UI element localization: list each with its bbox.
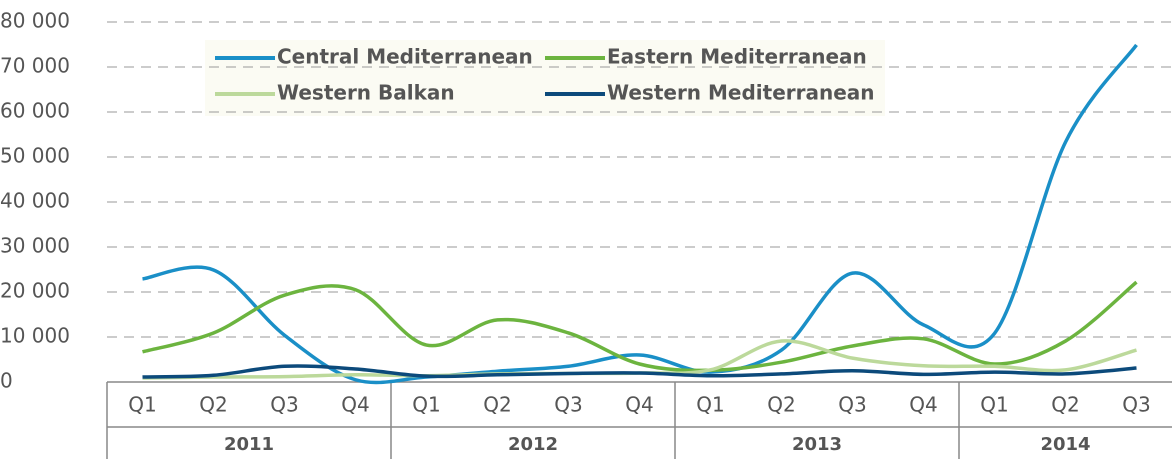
y-tick-label: 60 000 [0,99,70,123]
y-tick-label: 70 000 [0,54,70,78]
legend-label: Western Mediterranean [607,81,875,105]
series-line [142,43,1138,385]
x-tick-label: Q1 [412,393,440,417]
x-tick-label: Q4 [341,393,369,417]
y-tick-label: 30 000 [0,234,70,258]
series-line [142,364,1137,379]
x-tick-label: Q1 [128,393,156,417]
x-tick-label: Q3 [554,393,582,417]
x-tick-label: Q3 [838,393,866,417]
x-tick-label: Q2 [483,393,511,417]
x-tick-label: Q1 [980,393,1008,417]
group-label: 2011 [224,434,274,455]
y-tick-label: 10 000 [0,324,70,348]
legend-label: Western Balkan [277,81,455,105]
legend-label: Eastern Mediterranean [607,45,867,69]
x-tick-label: Q3 [270,393,298,417]
legend-box [205,40,885,116]
x-tick-label: Q4 [909,393,937,417]
series-line [142,280,1138,373]
group-label: 2012 [508,434,558,455]
x-tick-label: Q2 [767,393,795,417]
y-tick-label: 20 000 [0,279,70,303]
group-label: 2014 [1040,434,1090,455]
legend-label: Central Mediterranean [277,45,533,69]
x-tick-label: Q1 [696,393,724,417]
x-tick-label: Q2 [199,393,227,417]
y-tick-label: 40 000 [0,189,70,213]
y-tick-label: 80 000 [0,9,70,33]
y-tick-label: 0 [0,369,13,393]
y-tick-label: 50 000 [0,144,70,168]
x-tick-label: Q3 [1122,393,1150,417]
x-tick-label: Q4 [625,393,653,417]
x-tick-label: Q2 [1051,393,1079,417]
group-label: 2013 [792,434,842,455]
